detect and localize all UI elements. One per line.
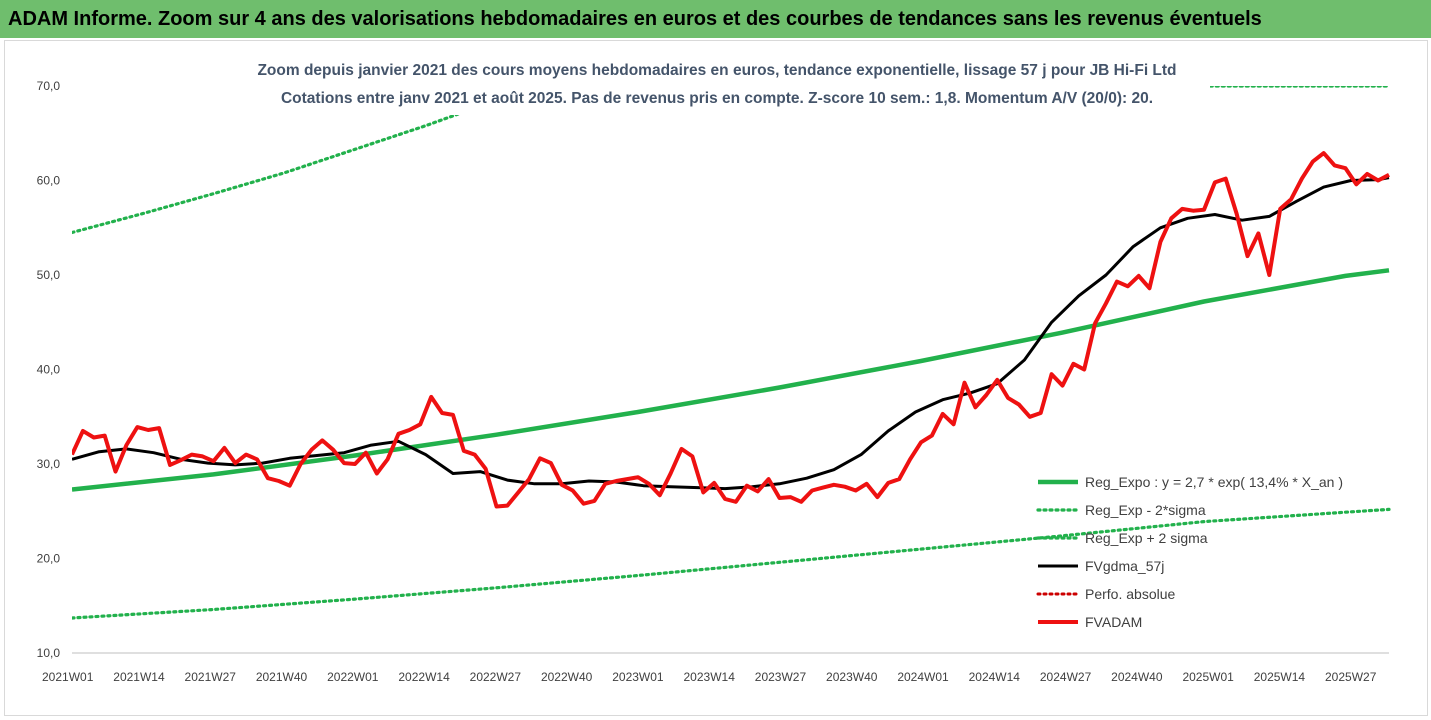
y-tick-label: 30,0 [37,457,61,471]
series-line-5 [72,151,1390,509]
x-tick-label: 2025W14 [1254,670,1306,684]
legend-label: FVADAM [1085,614,1142,630]
y-tick-label: 50,0 [37,268,61,282]
x-tick-label: 2021W01 [42,670,94,684]
x-tick-label: 2024W01 [897,670,949,684]
x-tick-label: 2025W27 [1325,670,1377,684]
x-tick-label: 2024W40 [1111,670,1163,684]
x-axis-labels: 2021W01 2021W14 2021W27 2021W40 2022W01 2022W… [42,670,1377,684]
x-tick-label: 2022W40 [541,670,593,684]
x-tick-label: 2022W27 [470,670,522,684]
chart-title-line: Cotations entre janv 2021 et août 2025. … [281,90,1153,107]
y-tick-label: 40,0 [37,363,61,377]
title-background [230,55,1210,115]
x-tick-label: 2024W14 [969,670,1021,684]
series-line-1 [72,507,1391,620]
legend-label: Reg_Exp - 2*sigma [1085,502,1206,518]
series-line-0 [72,268,1390,492]
series-layer [72,86,1391,620]
report-banner-title: ADAM Informe. Zoom sur 4 ans des valoris… [0,0,1431,38]
x-tick-label: 2021W27 [185,670,237,684]
x-tick-label: 2025W01 [1182,670,1234,684]
x-tick-label: 2022W14 [398,670,450,684]
x-tick-label: 2023W14 [684,670,736,684]
legend-label: FVgdma_57j [1085,558,1164,574]
x-tick-label: 2022W01 [327,670,379,684]
y-tick-label: 20,0 [37,552,61,566]
x-tick-label: 2021W14 [113,670,165,684]
legend-label: Reg_Expo : y = 2,7 * exp( 13,4% * X_an ) [1085,474,1343,490]
y-tick-label: 10,0 [37,646,61,660]
x-tick-label: 2021W40 [256,670,308,684]
chart-area: 10,0 20,0 30,0 40,0 50,0 60,0 70,0 2021W01 2021… [4,40,1428,716]
legend: Reg_Expo : y = 2,7 * exp( 13,4% * X_an )… [1036,474,1343,630]
x-tick-label: 2023W27 [755,670,807,684]
y-axis-labels: 10,0 20,0 30,0 40,0 50,0 60,0 70,0 [37,79,61,660]
y-tick-label: 60,0 [37,174,61,188]
line-chart: 10,020,030,040,050,060,070,0 2021W01 2021… [37,55,1391,684]
legend-label: Reg_Exp + 2 sigma [1085,530,1208,546]
x-tick-label: 2024W27 [1040,670,1092,684]
series-line-3 [72,176,1390,491]
chart-title-line: Zoom depuis janvier 2021 des cours moyen… [257,62,1176,79]
x-tick-label: 2023W01 [612,670,664,684]
y-tick-label: 70,0 [37,79,61,93]
x-tick-label: 2023W40 [826,670,878,684]
chart-title: Zoom depuis janvier 2021 des cours moyen… [230,55,1210,115]
legend-label: Perfo. absolue [1085,586,1175,602]
